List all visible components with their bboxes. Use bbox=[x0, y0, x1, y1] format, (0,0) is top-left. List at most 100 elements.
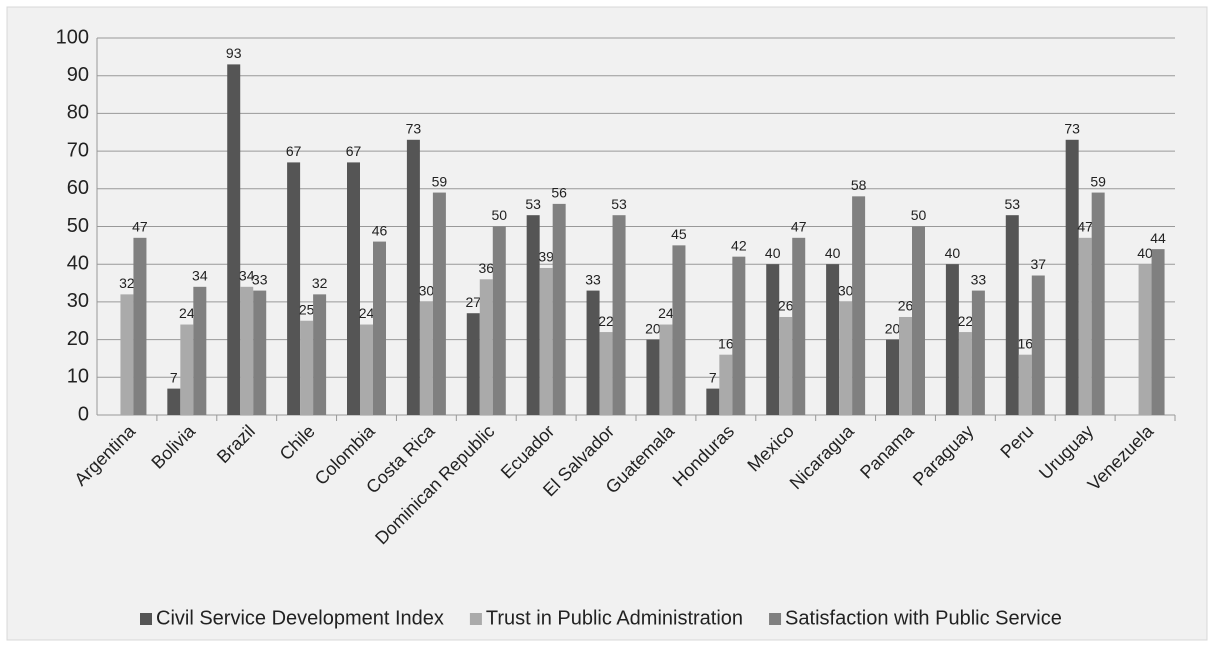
bar bbox=[180, 324, 194, 415]
bar bbox=[419, 301, 433, 415]
value-label: 47 bbox=[1077, 219, 1093, 235]
value-label: 39 bbox=[538, 249, 554, 265]
bar bbox=[612, 215, 626, 415]
bar bbox=[300, 320, 314, 415]
value-label: 42 bbox=[731, 237, 747, 253]
y-tick-label: 30 bbox=[67, 290, 89, 312]
y-tick-label: 100 bbox=[56, 26, 89, 48]
bar bbox=[466, 313, 480, 415]
bar bbox=[719, 354, 733, 415]
value-label: 7 bbox=[170, 369, 178, 385]
value-label: 37 bbox=[1030, 256, 1046, 272]
bar bbox=[406, 139, 420, 416]
bar bbox=[1138, 264, 1152, 415]
value-label: 45 bbox=[671, 226, 687, 242]
bar bbox=[706, 388, 720, 415]
value-label: 32 bbox=[312, 275, 328, 291]
bar bbox=[313, 294, 327, 415]
bar bbox=[779, 316, 793, 415]
bar bbox=[839, 301, 853, 415]
bar bbox=[1065, 139, 1079, 416]
value-label: 50 bbox=[491, 207, 507, 223]
value-label: 47 bbox=[132, 219, 148, 235]
value-label: 26 bbox=[778, 298, 794, 314]
bar bbox=[227, 64, 241, 415]
value-label: 40 bbox=[825, 245, 841, 261]
legend-swatch bbox=[469, 613, 482, 625]
bar bbox=[792, 237, 806, 415]
legend-swatch bbox=[769, 613, 782, 625]
value-label: 46 bbox=[372, 222, 388, 238]
bar bbox=[599, 332, 613, 415]
bar bbox=[971, 290, 985, 415]
legend-label: Satisfaction with Public Service bbox=[785, 607, 1062, 629]
value-label: 22 bbox=[598, 313, 614, 329]
bar bbox=[552, 203, 566, 415]
value-label: 20 bbox=[885, 320, 901, 336]
bar bbox=[167, 388, 181, 415]
y-tick-label: 80 bbox=[67, 102, 89, 124]
value-label: 93 bbox=[226, 45, 242, 61]
bar bbox=[886, 339, 899, 415]
y-tick-label: 60 bbox=[67, 177, 89, 199]
value-label: 50 bbox=[911, 207, 927, 223]
value-label: 53 bbox=[525, 196, 541, 212]
value-label: 20 bbox=[645, 320, 661, 336]
value-label: 67 bbox=[286, 143, 302, 159]
y-tick-label: 70 bbox=[67, 139, 89, 161]
bar bbox=[899, 316, 912, 415]
value-label: 22 bbox=[958, 313, 974, 329]
y-tick-label: 40 bbox=[67, 252, 89, 274]
value-label: 30 bbox=[419, 283, 435, 299]
value-label: 30 bbox=[838, 283, 854, 299]
bar bbox=[826, 264, 840, 415]
value-label: 24 bbox=[359, 305, 375, 321]
y-tick-label: 90 bbox=[67, 64, 89, 86]
bar bbox=[766, 264, 780, 415]
value-label: 16 bbox=[1017, 335, 1033, 351]
bar bbox=[526, 215, 540, 415]
bar bbox=[958, 332, 972, 415]
legend-label: Trust in Public Administration bbox=[486, 607, 743, 629]
bar bbox=[479, 279, 493, 415]
value-label: 33 bbox=[252, 271, 268, 287]
value-label: 73 bbox=[406, 120, 422, 136]
bar bbox=[945, 264, 959, 415]
value-label: 40 bbox=[945, 245, 961, 261]
value-label: 27 bbox=[465, 294, 481, 310]
y-tick-label: 0 bbox=[78, 403, 89, 425]
value-label: 33 bbox=[585, 271, 601, 287]
bar bbox=[659, 324, 673, 415]
value-label: 59 bbox=[432, 173, 448, 189]
value-label: 7 bbox=[709, 369, 717, 385]
bar bbox=[193, 286, 207, 415]
value-label: 44 bbox=[1150, 230, 1166, 246]
bar bbox=[1018, 354, 1032, 415]
value-label: 36 bbox=[478, 260, 494, 276]
value-label: 73 bbox=[1064, 120, 1080, 136]
bar bbox=[1031, 275, 1045, 415]
y-tick-label: 50 bbox=[67, 215, 89, 237]
bar bbox=[1078, 237, 1092, 415]
value-label: 24 bbox=[658, 305, 674, 321]
bar bbox=[347, 162, 360, 415]
bar bbox=[1151, 249, 1165, 415]
bar bbox=[646, 339, 660, 415]
value-label: 67 bbox=[346, 143, 362, 159]
value-label: 26 bbox=[898, 298, 914, 314]
y-tick-label: 20 bbox=[67, 328, 89, 350]
bar bbox=[120, 294, 134, 415]
value-label: 47 bbox=[791, 219, 807, 235]
value-label: 59 bbox=[1090, 173, 1106, 189]
bar bbox=[373, 241, 386, 415]
bar bbox=[432, 192, 446, 415]
legend-label: Civil Service Development Index bbox=[156, 607, 444, 629]
value-label: 16 bbox=[718, 335, 734, 351]
bar bbox=[253, 290, 267, 415]
value-label: 56 bbox=[551, 185, 567, 201]
bar bbox=[287, 162, 301, 415]
bar bbox=[360, 324, 373, 415]
value-label: 32 bbox=[119, 275, 135, 291]
value-label: 53 bbox=[611, 196, 627, 212]
